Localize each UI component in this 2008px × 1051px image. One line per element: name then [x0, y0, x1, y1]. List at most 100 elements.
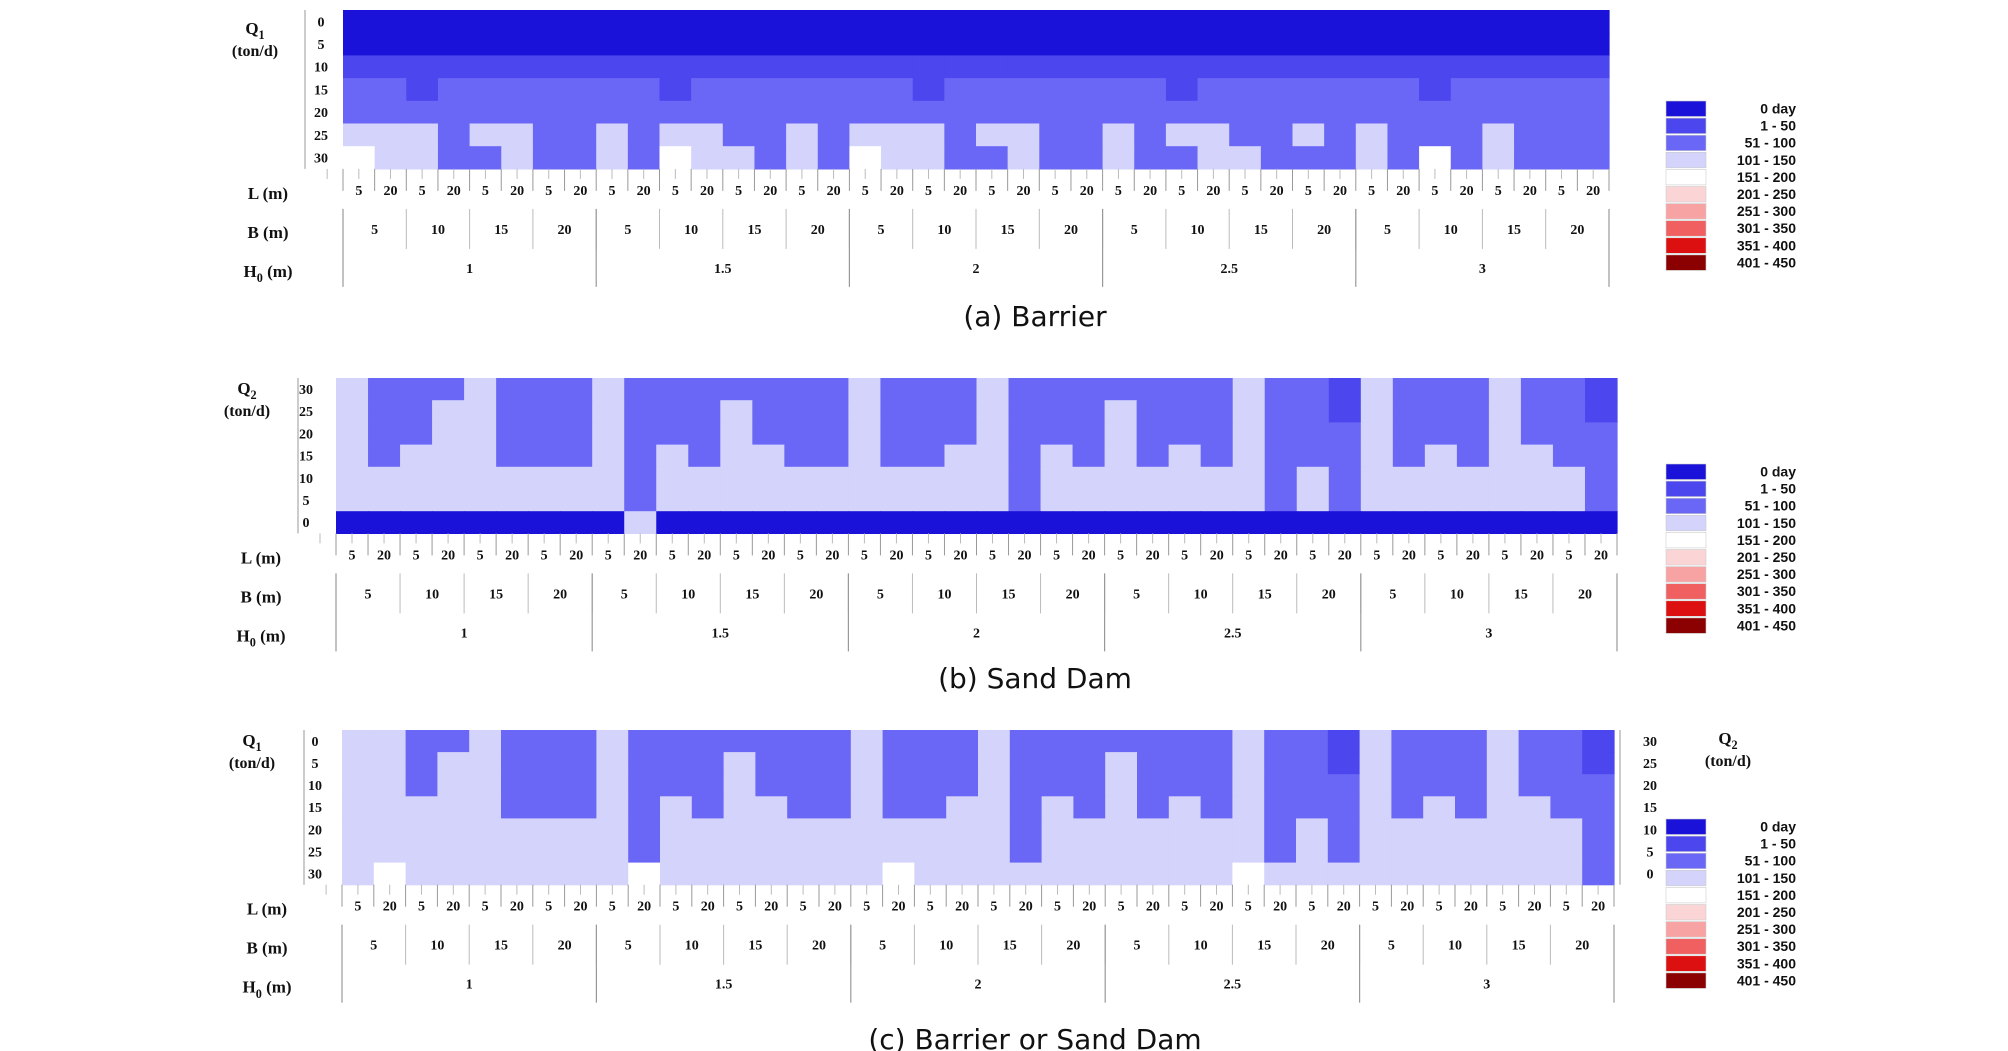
legend-swatch [1665, 497, 1707, 515]
x-tick-label-L: 20 [1530, 548, 1544, 563]
heatmap-cell [978, 862, 1011, 886]
heatmap-cell [1360, 466, 1394, 490]
heatmap-cell [1041, 862, 1074, 886]
heatmap-cell [1039, 123, 1072, 147]
heatmap-cell [691, 818, 725, 842]
heatmap-cell [1040, 466, 1074, 490]
heatmap-cell [532, 752, 566, 775]
heatmap-cell [1009, 840, 1043, 864]
y-tick-label: 15 [299, 450, 313, 465]
legend-swatch [1665, 818, 1707, 835]
heatmap-cell [1577, 146, 1610, 170]
x-tick-label-B: 5 [624, 223, 631, 238]
heatmap-cell [1104, 422, 1138, 446]
heatmap-cell [882, 796, 915, 819]
heatmap-cell [406, 78, 439, 102]
heatmap-cell [1039, 32, 1072, 56]
heatmap-cell [1136, 489, 1170, 512]
x-tick-label-H0: 1.5 [712, 626, 730, 641]
heatmap-cell [880, 444, 914, 468]
heatmap-cell [596, 862, 629, 886]
heatmap-cell [406, 100, 439, 125]
heatmap-cell [978, 730, 1011, 753]
heatmap-cell [1070, 146, 1104, 170]
x-tick-label-L: 5 [927, 900, 934, 915]
heatmap-cell [978, 774, 1011, 797]
heatmap-cell [1419, 55, 1452, 79]
heatmap-cell [819, 774, 852, 797]
x-tick-label-B: 10 [937, 587, 951, 602]
x-tick-label-L: 5 [545, 184, 552, 199]
heatmap-cell [817, 10, 850, 34]
x-tick-label-L: 20 [1460, 184, 1474, 199]
heatmap-cell [914, 818, 947, 842]
heatmap-cell [501, 840, 534, 864]
legend-label: 101 - 150 [1737, 515, 1796, 531]
heatmap-cell [944, 10, 977, 34]
heatmap-cell [1168, 840, 1202, 864]
heatmap-cell [1073, 730, 1106, 753]
heatmap-cell [1296, 796, 1329, 819]
heatmap-cell [432, 466, 465, 490]
x-tick-label-B: 5 [1384, 223, 1391, 238]
heatmap-cell [1232, 840, 1265, 864]
heatmap-cell [1264, 511, 1298, 534]
x-tick-label-B: 10 [685, 939, 699, 954]
heatmap-cell [912, 32, 945, 56]
heatmap-cell [1072, 422, 1106, 446]
heatmap-cell [755, 862, 788, 886]
heatmap-cell [1419, 146, 1452, 170]
legend-label: 401 - 450 [1737, 617, 1796, 633]
heatmap-cell [912, 78, 945, 102]
heatmap-cell [400, 422, 433, 446]
heatmap-cell [880, 378, 914, 401]
heatmap-cell [1355, 123, 1389, 147]
heatmap-cell [816, 466, 850, 490]
heatmap-cell [405, 840, 438, 864]
heatmap-cell [816, 378, 850, 401]
heatmap-cell [1072, 400, 1106, 423]
heatmap-cell [1137, 730, 1170, 753]
heatmap-cell [1168, 796, 1202, 819]
heatmap-cell [1197, 146, 1230, 170]
heatmap-cell [1327, 796, 1361, 819]
heatmap-cell [1360, 400, 1394, 423]
heatmap-cell [722, 123, 756, 147]
heatmap-cell [1423, 796, 1456, 819]
heatmap-cell [1424, 489, 1458, 512]
x-tick-label-L: 20 [1019, 900, 1033, 915]
legend-label: 201 - 250 [1737, 549, 1796, 565]
heatmap-cell [752, 400, 785, 423]
heatmap-cell [848, 444, 882, 468]
x-tick-label-L: 20 [953, 548, 967, 563]
legend-swatch [1665, 600, 1707, 617]
heatmap-cell [1419, 123, 1452, 147]
heatmap-cell [1264, 774, 1297, 797]
heatmap-cell [691, 100, 724, 125]
heatmap-cell [1292, 55, 1325, 79]
legend-swatch [1665, 480, 1707, 497]
heatmap-cell [343, 32, 376, 56]
x-tick-label-L: 5 [605, 548, 612, 563]
legend-label: 301 - 350 [1737, 583, 1796, 599]
heatmap-cell [944, 466, 978, 490]
heatmap-cell [400, 489, 433, 512]
heatmap-cell [1134, 146, 1167, 170]
y-tick-label: 10 [299, 472, 313, 487]
heatmap-cell [400, 466, 433, 490]
heatmap-cell [342, 730, 375, 753]
heatmap-cell [1584, 422, 1618, 446]
heatmap-cell [1577, 55, 1610, 79]
x-level-label: B (m) [246, 939, 287, 958]
heatmap-cell [437, 862, 470, 886]
x-tick-label-L: 5 [1558, 184, 1565, 199]
x-tick-label-L: 20 [1591, 900, 1605, 915]
heatmap-cell [592, 489, 625, 512]
heatmap-cell [1296, 400, 1330, 423]
heatmap-cell [691, 123, 724, 147]
heatmap-cell [1008, 489, 1042, 512]
heatmap-cell [691, 730, 725, 753]
x-tick-label-L: 20 [1466, 548, 1480, 563]
x-tick-label-L: 5 [1373, 548, 1380, 563]
